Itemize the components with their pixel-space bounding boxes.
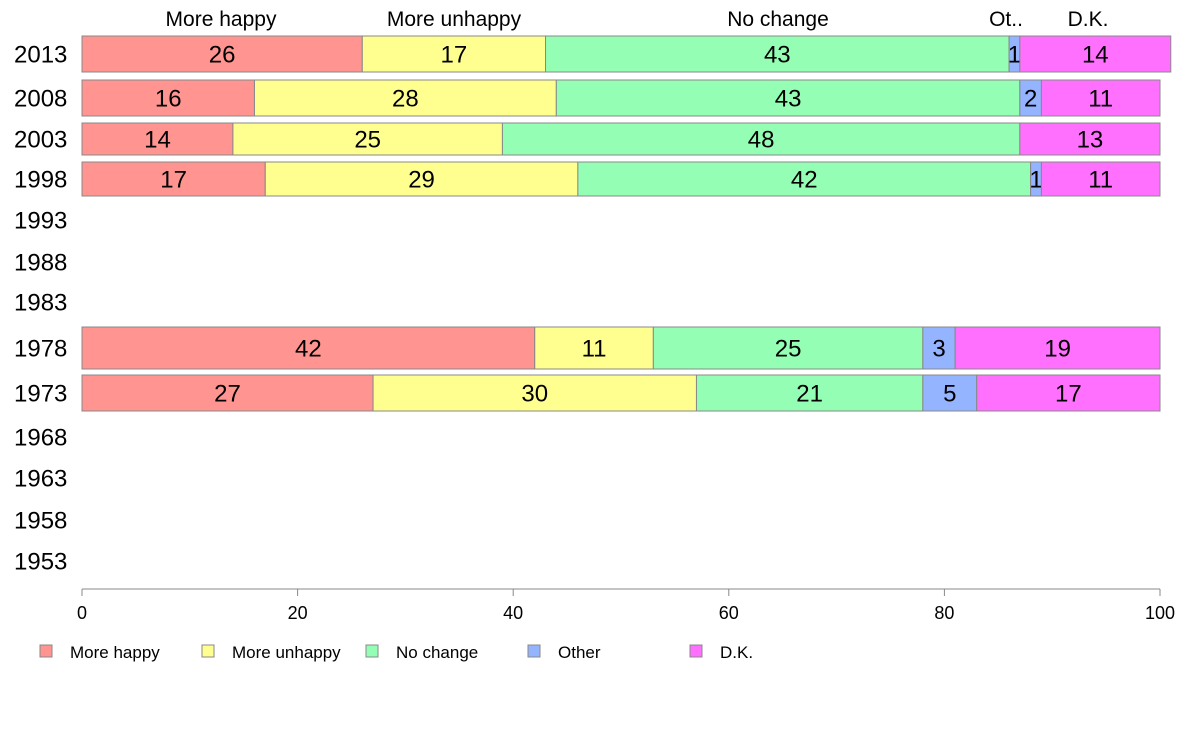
top-label-2: More unhappy	[387, 8, 522, 31]
bar-label-2008-series-5: 11	[1088, 86, 1113, 113]
bar-2013-series-1	[81, 35, 363, 73]
x-tick-label-100: 100	[1145, 603, 1175, 623]
bar-2003-series-1	[81, 122, 234, 156]
legend-swatch-1	[39, 644, 53, 658]
bar-label-2013-series-2: 17	[441, 42, 468, 69]
bar-label-1998-series-5: 11	[1088, 167, 1113, 194]
legend-label-2: More unhappy	[232, 643, 341, 662]
legend-label-4: Other	[558, 643, 601, 662]
year-label-2003: 2003	[14, 127, 67, 154]
bar-1973-series-2	[372, 374, 697, 412]
x-tick-label-0: 0	[77, 603, 87, 623]
bar-label-1998-series-4: 1	[1029, 167, 1042, 194]
bar-label-2008-series-2: 28	[392, 86, 419, 113]
bar-label-2013-series-4: 1	[1008, 42, 1021, 69]
bar-2013-series-3	[545, 35, 1010, 73]
year-labels: 2013 2008 2003 1998 1993 1988 1983 1978 1973 1968…	[14, 42, 67, 576]
legend-label-3: No change	[396, 643, 478, 662]
legend-swatch-5	[689, 644, 703, 658]
bar-2013-series-2	[361, 35, 547, 73]
bar-label-1998-series-2: 29	[408, 167, 435, 194]
x-tick-label-80: 80	[934, 603, 954, 623]
year-label-1993: 1993	[14, 208, 67, 235]
year-label-1978: 1978	[14, 336, 67, 363]
bar-label-1978-series-1: 42	[295, 336, 322, 363]
year-label-2008: 2008	[14, 86, 67, 113]
year-label-1988: 1988	[14, 250, 67, 277]
top-label-1: More happy	[166, 8, 277, 31]
bar-label-1973-series-1: 27	[214, 381, 241, 408]
bar-label-1973-series-2: 30	[521, 381, 548, 408]
bar-label-2013-series-3: 43	[764, 42, 791, 69]
legend-swatch-3	[365, 644, 379, 658]
bar-1973-series-5	[976, 374, 1161, 412]
bar-label-1978-series-4: 3	[932, 336, 945, 363]
bar-label-1998-series-1: 17	[160, 167, 187, 194]
bar-label-1973-series-3: 21	[796, 381, 823, 408]
bar-label-2003-series-3: 48	[748, 127, 775, 154]
year-label-2013: 2013	[14, 42, 67, 69]
bar-2008-series-2	[253, 79, 557, 117]
bar-2013-series-5	[1019, 35, 1172, 73]
bar-2003-series-5	[1019, 122, 1161, 156]
x-tick-label-40: 40	[503, 603, 523, 623]
bar-label-2013-series-1: 26	[209, 42, 236, 69]
bar-label-1978-series-2: 11	[582, 336, 607, 363]
bar-label-2003-series-1: 14	[144, 127, 171, 154]
bar-1978-series-5	[954, 326, 1161, 370]
legend-swatch-2	[201, 644, 215, 658]
year-label-1983: 1983	[14, 290, 67, 317]
year-label-1963: 1963	[14, 466, 67, 493]
bar-label-1978-series-5: 19	[1044, 336, 1071, 363]
top-label-4: Ot..	[989, 8, 1023, 31]
bar-label-1973-series-5: 17	[1055, 381, 1082, 408]
year-label-1968: 1968	[14, 425, 67, 452]
bar-1973-series-4	[922, 374, 978, 412]
top-label-3: No change	[727, 8, 829, 31]
bar-2008-series-3	[555, 79, 1021, 117]
bar-label-2013-series-5: 14	[1082, 42, 1109, 69]
bar-label-2008-series-4: 2	[1024, 86, 1037, 113]
year-label-1973: 1973	[14, 381, 67, 408]
x-tick-label-20: 20	[288, 603, 308, 623]
bar-2003-series-2	[232, 122, 503, 156]
bar-1978-series-1	[81, 326, 536, 370]
legend-label-1: More happy	[70, 643, 160, 662]
bar-2008-series-1	[81, 79, 255, 117]
bar-label-1973-series-4: 5	[943, 381, 956, 408]
bar-1998-series-3	[577, 161, 1032, 197]
x-axis: 0 20 40 60 80 100	[77, 588, 1175, 623]
legend: More happy More unhappy No change Other D.K.	[39, 643, 753, 662]
bar-2003-series-3	[501, 122, 1021, 156]
bar-label-2008-series-3: 43	[775, 86, 802, 113]
year-label-1998: 1998	[14, 167, 67, 194]
year-label-1953: 1953	[14, 549, 67, 576]
bar-1978-series-4	[922, 326, 956, 370]
bar-label-2003-series-2: 25	[354, 127, 381, 154]
bar-label-2003-series-5: 13	[1077, 127, 1104, 154]
bar-label-2008-series-1: 16	[155, 86, 182, 113]
bar-1998-series-2	[264, 161, 579, 197]
x-tick-label-60: 60	[719, 603, 739, 623]
legend-label-5: D.K.	[720, 643, 753, 662]
year-label-1958: 1958	[14, 508, 67, 535]
bar-1973-series-1	[81, 374, 374, 412]
legend-swatch-4	[527, 644, 541, 658]
bar-1978-series-3	[652, 326, 924, 370]
bar-1998-series-5	[1040, 161, 1161, 197]
top-label-5: D.K.	[1068, 8, 1109, 31]
bar-2008-series-5	[1040, 79, 1161, 117]
bar-label-1978-series-3: 25	[775, 336, 802, 363]
top-category-labels: More happy More unhappy No change Ot.. D.K.	[166, 8, 1109, 31]
bar-label-1998-series-3: 42	[791, 167, 818, 194]
